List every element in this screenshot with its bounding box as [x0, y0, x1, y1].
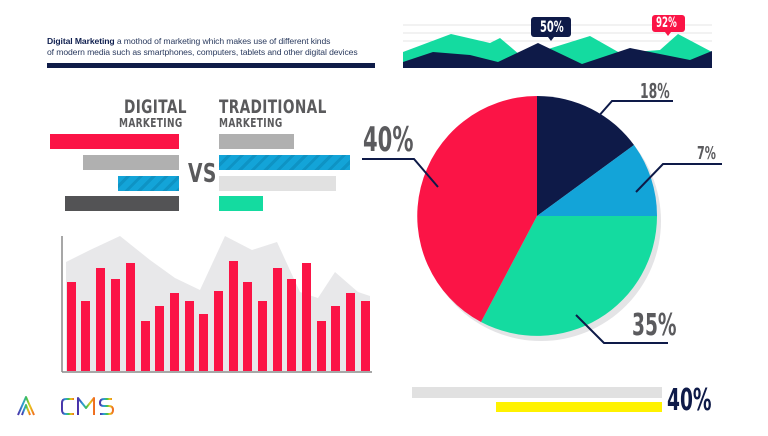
bar-12 — [229, 261, 238, 371]
intro-line2: of modern media such as smartphones, com… — [47, 47, 358, 57]
pie-label-7: 7% — [697, 143, 716, 164]
digital-bar-4 — [65, 196, 179, 211]
bar-10 — [199, 314, 208, 371]
bar-2 — [81, 301, 90, 371]
intro-line1: a mothod of marketing which makes use of… — [114, 36, 331, 46]
bar-11 — [214, 291, 223, 371]
bar-14 — [258, 301, 267, 371]
progress-label: 40% — [667, 383, 712, 418]
digital-subtitle: MARKETING — [119, 115, 183, 130]
intro-text: Digital Marketing a mothod of marketing … — [47, 36, 377, 58]
callout-92-label: 92% — [656, 15, 677, 31]
leader-line-7 — [635, 163, 722, 193]
bar-4 — [111, 279, 120, 371]
bar-20 — [346, 293, 355, 371]
bar-3 — [96, 268, 105, 371]
leader-line-18 — [596, 100, 673, 119]
callout-50 — [531, 17, 571, 41]
digital-bar-3 — [118, 176, 179, 191]
bar-5 — [126, 263, 135, 371]
bar-8 — [170, 293, 179, 371]
bar-17 — [302, 263, 311, 371]
leader-line-40 — [362, 158, 439, 188]
intro-title: Digital Marketing — [47, 36, 115, 46]
pie-slice-green — [481, 216, 657, 336]
pie-label-40: 40% — [363, 120, 414, 160]
bar-6 — [141, 321, 150, 371]
bar-16 — [287, 279, 296, 371]
traditional-bar-2 — [219, 155, 350, 170]
bar-9 — [185, 301, 194, 371]
logo-mark — [17, 396, 114, 416]
vs-label: VS — [188, 159, 217, 189]
traditional-bar-3 — [219, 176, 336, 191]
traditional-bar-4 — [219, 196, 263, 211]
traditional-title: TRADITIONAL — [219, 96, 327, 118]
pie-label-18: 18% — [640, 79, 670, 103]
pie-slice-red — [417, 96, 537, 322]
bar-21 — [361, 301, 370, 371]
traditional-subtitle: MARKETING — [219, 115, 283, 130]
bar-18 — [317, 321, 326, 371]
callout-92 — [652, 15, 685, 36]
callout-50-label: 50% — [540, 17, 564, 36]
digital-title: DIGITAL — [124, 96, 187, 118]
digital-bar-1 — [50, 134, 179, 149]
leader-line-35 — [575, 314, 668, 344]
mountain-navy-series — [403, 43, 712, 68]
pie-label-35: 35% — [632, 308, 677, 343]
progress-track — [412, 387, 662, 398]
bar-19 — [331, 306, 340, 371]
traditional-bar-1 — [219, 134, 294, 149]
bar-1 — [67, 282, 76, 371]
intro-divider — [47, 63, 375, 68]
digital-bar-2 — [83, 155, 179, 170]
pie-slice-blue — [537, 145, 658, 216]
progress-fill — [496, 402, 662, 412]
pie-slice-navy — [537, 95, 634, 216]
bar-13 — [243, 282, 252, 371]
bar-15 — [273, 268, 282, 371]
bar-7 — [155, 306, 164, 371]
